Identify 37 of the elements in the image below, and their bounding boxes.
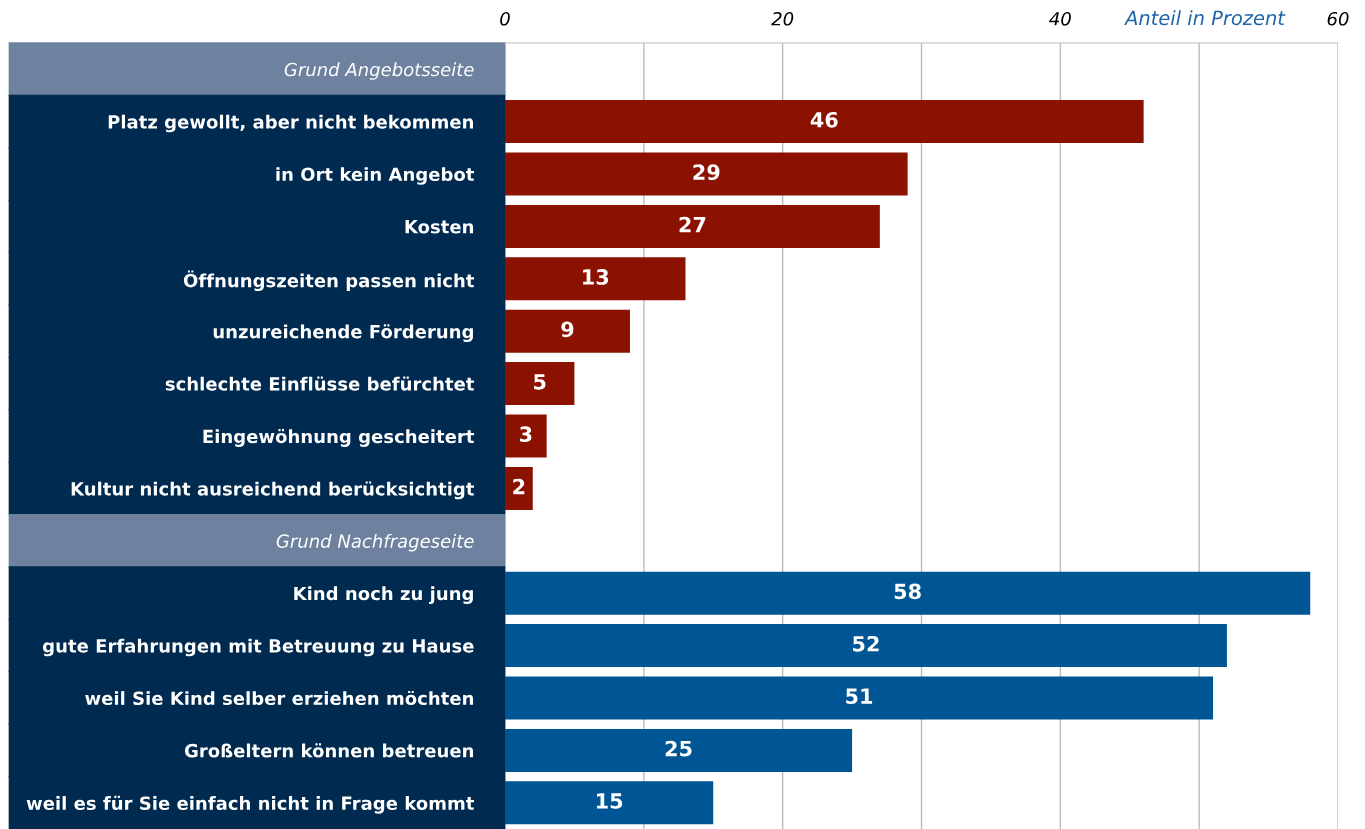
bar	[505, 362, 575, 406]
y-tick-label: Grund Angebotsseite	[284, 62, 474, 80]
y-tick-label: Platz gewollt, aber nicht bekommen	[108, 114, 474, 133]
data-label: 9	[561, 321, 574, 338]
bar	[505, 309, 630, 353]
bar	[505, 414, 547, 458]
y-tick-label: gute Erfahrungen mit Betreuung zu Hause	[43, 638, 474, 657]
y-tick-label: Kultur nicht ausreichend berücksichtigt	[71, 481, 475, 500]
data-label: 15	[596, 793, 623, 809]
y-tick-label: Grund Nachfrageseite	[276, 533, 474, 552]
data-label: 27	[679, 216, 706, 233]
bar	[505, 466, 533, 510]
x-axis-title: Anteil in Prozent	[1124, 10, 1286, 26]
data-label: 3	[519, 426, 532, 443]
x-tick-label: 20	[771, 11, 794, 26]
data-label: 29	[693, 164, 720, 181]
y-tick-label: Eingewöhnung gescheitert	[203, 429, 475, 447]
y-tick-label: in Ort kein Angebot	[276, 167, 475, 185]
y-tick-label: weil Sie Kind selber erziehen möchten	[85, 690, 474, 706]
data-label: 5	[534, 374, 546, 390]
y-tick-label: Kosten	[405, 220, 474, 234]
y-tick-label: unzureichende Förderung	[213, 324, 473, 343]
y-tick-label: schlechte Einflüsse befürchtet	[165, 376, 475, 391]
data-label: 46	[810, 111, 838, 128]
data-label: 52	[853, 635, 879, 652]
data-label: 13	[583, 269, 609, 285]
data-label: 25	[665, 740, 692, 757]
x-tick-label: 60	[1327, 11, 1349, 26]
data-label: 51	[846, 688, 873, 705]
y-tick-label: Kind noch zu jung	[294, 586, 473, 604]
y-tick-label: Großeltern können betreuen	[184, 743, 474, 758]
data-label: 2	[513, 478, 525, 495]
y-tick-label: weil es für Sie einfach nicht in Frage kommt	[26, 795, 475, 814]
data-label: 58	[894, 583, 921, 600]
x-tick-label: 0	[500, 11, 510, 26]
x-tick-label: 40	[1049, 11, 1071, 26]
y-tick-label: Öffnungszeiten passen nicht	[183, 270, 475, 292]
